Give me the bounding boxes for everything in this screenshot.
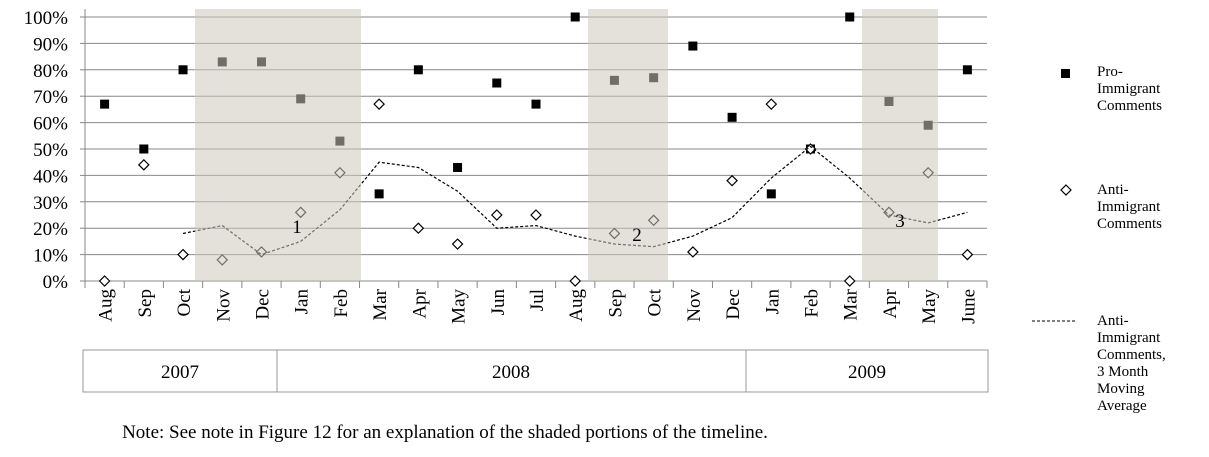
x-tick-label: Feb bbox=[331, 289, 352, 318]
marker bbox=[98, 275, 111, 287]
annotation: 1 bbox=[292, 217, 302, 238]
shaded-period bbox=[588, 9, 668, 281]
year-label: 2008 bbox=[492, 362, 530, 383]
marker bbox=[177, 248, 189, 261]
x-tick-label: Sep bbox=[135, 289, 156, 318]
x-tick-label: Sep bbox=[605, 289, 626, 318]
marker bbox=[961, 248, 974, 261]
marker bbox=[178, 65, 188, 75]
marker bbox=[137, 158, 150, 171]
year-label: 2009 bbox=[848, 362, 886, 383]
marker bbox=[766, 189, 776, 199]
marker bbox=[100, 99, 110, 109]
year-cell bbox=[745, 349, 989, 393]
y-tick-label: 60% bbox=[33, 114, 68, 135]
shading bbox=[195, 9, 938, 281]
marker bbox=[845, 12, 855, 22]
legend-swatch bbox=[1061, 69, 1070, 78]
marker bbox=[570, 12, 580, 22]
x-tick-label: June bbox=[958, 289, 979, 324]
marker bbox=[765, 98, 778, 110]
marker bbox=[453, 162, 463, 172]
x-tick-label: May bbox=[449, 289, 470, 324]
x-tick-label: Dec bbox=[252, 289, 273, 320]
marker bbox=[569, 275, 582, 287]
legend-label: Pro-Immigrant Comments bbox=[1097, 64, 1163, 114]
legend-label: Anti-Immigrant Comments, 3 Month Moving … bbox=[1097, 313, 1166, 414]
y-tick-label: 20% bbox=[33, 219, 68, 240]
y-tick-label: 40% bbox=[33, 166, 68, 187]
year-label: 2007 bbox=[161, 362, 199, 383]
marker bbox=[727, 112, 737, 122]
x-tick-label: Oct bbox=[174, 288, 195, 316]
marker bbox=[373, 98, 385, 110]
y-tick-label: 100% bbox=[24, 8, 69, 29]
x-tick-label: Jan bbox=[292, 289, 313, 315]
marker bbox=[688, 41, 698, 51]
marker bbox=[413, 65, 423, 75]
marker bbox=[531, 99, 541, 109]
x-tick-label: Aug bbox=[566, 289, 587, 322]
marker bbox=[530, 209, 542, 221]
legend-label: Anti-Immigrant Comments bbox=[1097, 182, 1163, 232]
x-tick-label: Apr bbox=[409, 288, 430, 318]
annotation: 2 bbox=[632, 225, 642, 246]
x-tick-label: Jul bbox=[527, 289, 548, 311]
annotation: 3 bbox=[895, 211, 905, 232]
marker bbox=[843, 275, 856, 287]
x-tick-label: Oct bbox=[645, 288, 666, 316]
marker bbox=[726, 174, 738, 187]
x-tick-label: Apr bbox=[880, 288, 901, 318]
y-tick-label: 0% bbox=[43, 272, 69, 293]
marker bbox=[804, 143, 817, 155]
y-tick-label: 90% bbox=[33, 34, 68, 55]
note: Note: See note in Figure 12 for an expla… bbox=[122, 422, 768, 443]
marker bbox=[687, 246, 699, 258]
x-tick-label: Nov bbox=[213, 289, 234, 322]
legend-swatch bbox=[1060, 184, 1072, 196]
x-tick-label: May bbox=[919, 289, 940, 324]
marker bbox=[374, 189, 384, 199]
marker bbox=[451, 238, 464, 250]
x-tick-label: Aug bbox=[96, 289, 117, 322]
x-tick-label: Jun bbox=[488, 289, 509, 316]
x-tick-label: Mar bbox=[370, 288, 391, 320]
marker bbox=[412, 222, 425, 235]
y-tick-label: 80% bbox=[33, 61, 68, 82]
x-tick-label: Dec bbox=[723, 289, 744, 320]
y-tick-label: 10% bbox=[33, 246, 68, 267]
x-tick-label: Jan bbox=[762, 289, 783, 315]
year-table bbox=[82, 349, 989, 393]
y-tick-label: 50% bbox=[33, 140, 68, 161]
x-tick-label: Mar bbox=[841, 288, 862, 320]
marker bbox=[962, 65, 972, 75]
y-tick-label: 70% bbox=[33, 87, 68, 108]
y-tick-label: 30% bbox=[33, 193, 68, 214]
marker bbox=[492, 78, 502, 88]
marker bbox=[139, 144, 149, 154]
marker bbox=[490, 209, 503, 221]
shaded-period bbox=[195, 9, 361, 281]
x-tick-label: Nov bbox=[684, 289, 705, 322]
x-tick-label: Feb bbox=[802, 289, 823, 318]
shaded-period bbox=[862, 9, 938, 281]
